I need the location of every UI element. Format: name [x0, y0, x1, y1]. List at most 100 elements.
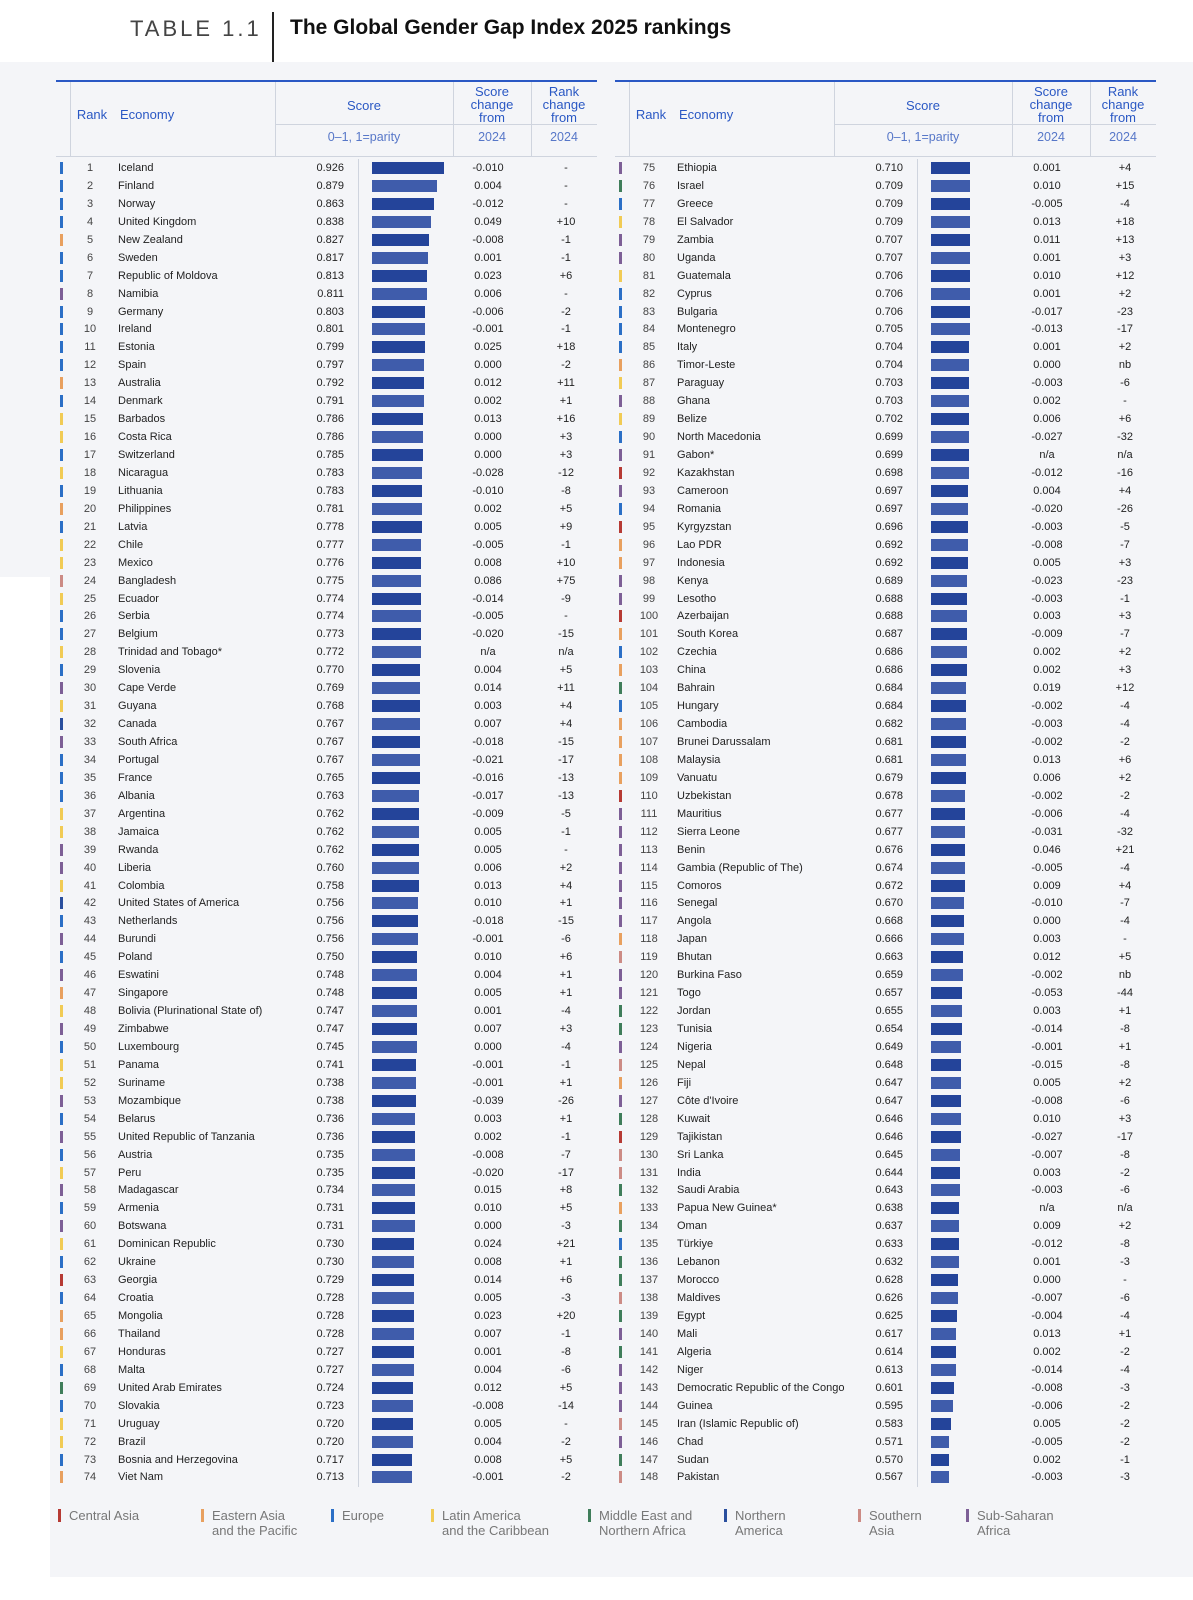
score-bar	[372, 592, 421, 605]
score-bar	[372, 700, 420, 713]
region-marker	[619, 377, 622, 390]
rank-change-cell: -9	[561, 592, 571, 605]
region-marker	[60, 287, 63, 300]
region-marker	[619, 251, 622, 264]
region-marker	[619, 1130, 622, 1143]
rank-change-cell: +4	[559, 700, 573, 713]
table-row: 33 South Africa 0.767 -0.018 -15	[56, 733, 597, 751]
rank-change-cell: -4	[561, 1040, 571, 1053]
score-change-cell: -0.001	[1031, 1040, 1063, 1053]
region-marker	[60, 323, 63, 336]
score-bar	[372, 520, 422, 533]
economy-cell: Latvia	[118, 520, 148, 533]
score-bar	[372, 1076, 416, 1089]
score-change-cell: 0.014	[474, 1274, 502, 1287]
economy-cell: Nicaragua	[118, 466, 169, 479]
score-cell: 0.684	[875, 700, 903, 713]
rank-cell: 48	[83, 1005, 97, 1018]
score-cell: 0.738	[316, 1094, 344, 1107]
score-bar	[931, 843, 965, 856]
region-marker	[60, 538, 63, 551]
economy-cell: Costa Rica	[118, 431, 172, 444]
table-row: 128 Kuwait 0.646 0.010 +3	[615, 1110, 1156, 1128]
rank-cell: 138	[639, 1292, 659, 1305]
rank-change-cell: +12	[1115, 269, 1135, 282]
rank-cell: 115	[640, 879, 658, 892]
region-marker	[60, 1058, 63, 1071]
score-cell: 0.741	[316, 1058, 344, 1071]
score-change-cell: 0.023	[474, 269, 502, 282]
score-bar	[931, 538, 968, 551]
rank-cell: 90	[642, 431, 656, 444]
score-change-cell: -0.005	[1031, 1435, 1063, 1448]
score-bar	[931, 1310, 957, 1322]
score-cell: 0.617	[875, 1327, 903, 1340]
score-cell: 0.773	[316, 628, 344, 641]
score-bar	[931, 305, 970, 318]
economy-cell: Egypt	[677, 1310, 706, 1322]
legend-label-line2: and the Pacific	[212, 1523, 298, 1538]
rank-change-cell: -4	[1120, 197, 1130, 210]
rank-change-cell: +2	[1118, 1076, 1132, 1089]
score-cell: 0.863	[316, 197, 344, 210]
region-marker	[60, 1399, 63, 1412]
score-cell: 0.926	[316, 162, 344, 174]
score-change-cell: 0.010	[474, 1202, 502, 1215]
rank-cell: 13	[83, 377, 97, 390]
economy-cell: United Arab Emirates	[118, 1381, 222, 1394]
score-cell: 0.879	[316, 179, 344, 192]
score-bar	[931, 179, 970, 192]
economy-cell: Mexico	[118, 556, 153, 569]
score-bar	[372, 1005, 417, 1018]
score-bar	[372, 556, 421, 569]
legend-label: Europe	[342, 1508, 384, 1523]
header-divider-line	[453, 82, 454, 156]
score-cell: 0.724	[316, 1381, 344, 1394]
economy-cell: Argentina	[118, 807, 166, 820]
score-change-cell: -0.005	[472, 610, 504, 623]
score-bar	[372, 1471, 412, 1484]
score-bar	[931, 431, 969, 444]
table-row: 26 Serbia 0.774 -0.005 -	[56, 607, 597, 625]
rank-cell: 120	[639, 969, 659, 982]
rank-cell: 105	[639, 700, 659, 713]
rank-cell: 19	[83, 484, 97, 497]
economy-cell: Guyana	[118, 700, 157, 713]
rank-cell: 56	[83, 1148, 97, 1161]
score-cell: 0.644	[875, 1166, 903, 1179]
region-marker	[619, 1166, 622, 1179]
region-marker	[60, 305, 63, 318]
legend-label: Central Asia	[69, 1508, 139, 1523]
score-bar	[931, 1435, 949, 1448]
table-row: 106 Cambodia 0.682 -0.003 -4	[615, 715, 1156, 733]
table-row: 91 Gabon* 0.699 n/a n/a	[615, 446, 1156, 464]
region-marker	[619, 162, 622, 174]
table-row: 32 Canada 0.767 0.007 +4	[56, 715, 597, 733]
economy-cell: Estonia	[118, 341, 155, 354]
score-change-cell: -0.008	[1031, 538, 1063, 551]
score-change-cell: 0.005	[474, 843, 502, 856]
economy-cell: Nepal	[677, 1058, 706, 1071]
score-cell: 0.681	[875, 753, 903, 766]
region-marker	[60, 1256, 63, 1269]
legend-label-line2: America	[735, 1523, 783, 1538]
table-row: 50 Luxembourg 0.745 0.000 -4	[56, 1038, 597, 1056]
table-row: 16 Costa Rica 0.786 0.000 +3	[56, 428, 597, 446]
region-marker	[60, 251, 63, 264]
rank-change-cell: -4	[1120, 718, 1130, 731]
region-marker	[60, 1471, 63, 1484]
economy-cell: Suriname	[118, 1076, 166, 1089]
economy-cell: Jamaica	[118, 825, 159, 838]
economy-cell: Israel	[677, 179, 704, 192]
score-bar	[372, 1130, 415, 1143]
score-cell: 0.703	[875, 377, 903, 390]
region-marker	[619, 1094, 622, 1107]
rank-change-header-line3: from	[1110, 110, 1136, 125]
rank-cell: 122	[639, 1005, 659, 1018]
rank-cell: 82	[642, 287, 656, 300]
region-marker	[619, 1238, 622, 1251]
rank-change-cell: -1	[561, 233, 571, 246]
table-row: 93 Cameroon 0.697 0.004 +4	[615, 482, 1156, 500]
region-marker	[60, 431, 63, 444]
rank-change-cell: +12	[1115, 682, 1135, 695]
